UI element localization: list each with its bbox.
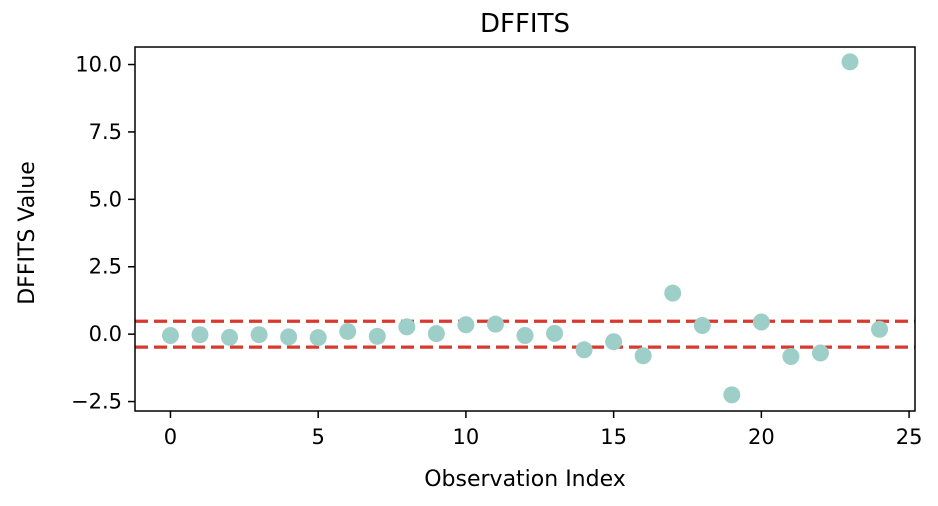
y-tick-label: 5.0: [89, 187, 122, 211]
data-point: [752, 313, 770, 331]
data-point: [250, 326, 268, 344]
axis-ticks: 0 5 10 15 20 25 −2.5 0.0 2.5 5.0 7.5 10.0: [71, 53, 922, 449]
data-point: [841, 53, 859, 71]
x-axis-label: Observation Index: [424, 467, 626, 492]
data-point: [339, 322, 357, 340]
y-tick-label: 10.0: [75, 53, 122, 77]
data-point: [575, 341, 593, 359]
y-tick-label: 7.5: [89, 120, 122, 144]
plot-frame: [134, 46, 916, 412]
data-point: [634, 347, 652, 365]
x-tick-label: 20: [748, 425, 775, 449]
data-point: [546, 324, 564, 342]
data-points: [161, 53, 889, 404]
y-tick-label: −2.5: [71, 390, 122, 414]
data-point: [693, 317, 711, 335]
x-tick-label: 5: [311, 425, 324, 449]
data-point: [664, 284, 682, 302]
x-tick-label: 10: [453, 425, 480, 449]
data-point: [811, 344, 829, 362]
x-tick-label: 25: [896, 425, 923, 449]
threshold-lines: [135, 319, 915, 349]
data-point: [427, 325, 445, 343]
data-point: [486, 315, 504, 333]
data-point: [280, 328, 298, 346]
data-point: [871, 320, 889, 338]
data-point: [457, 316, 475, 334]
data-point: [368, 327, 386, 345]
x-tick-label: 0: [164, 425, 177, 449]
y-tick-label: 0.0: [89, 322, 122, 346]
data-point: [516, 327, 534, 345]
data-point: [398, 318, 416, 336]
data-point: [605, 333, 623, 351]
x-tick-label: 15: [600, 425, 627, 449]
data-point: [723, 386, 741, 404]
chart-title: DFFITS: [480, 9, 570, 39]
y-axis-label: DFFITS Value: [15, 161, 40, 305]
data-point: [221, 328, 239, 346]
data-point: [782, 348, 800, 366]
data-point: [161, 327, 179, 345]
y-tick-label: 2.5: [89, 255, 122, 279]
data-point: [309, 329, 327, 347]
data-point: [191, 326, 209, 344]
